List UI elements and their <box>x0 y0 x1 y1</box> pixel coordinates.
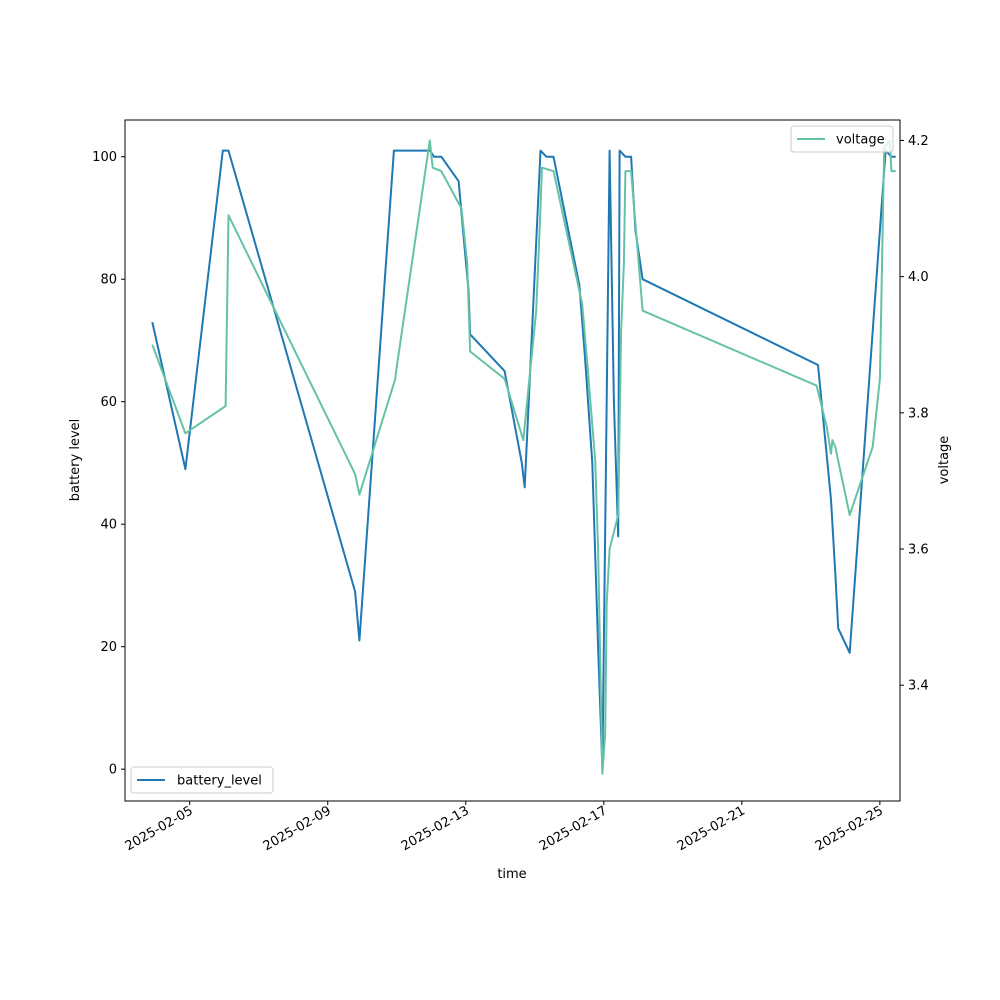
plot-area <box>124 119 901 802</box>
y-left-tick-label: 0 <box>109 763 117 778</box>
y-right-tick-label: 3.6 <box>908 543 929 558</box>
legend-battery-level: battery_level <box>130 766 274 794</box>
y-left-axis-title: battery level <box>68 419 83 502</box>
y-right-tick-label: 3.4 <box>908 679 929 694</box>
y-left-tick-label: 60 <box>100 395 117 410</box>
series-line-battery-level <box>151 149 896 771</box>
legend-voltage-label: voltage <box>836 133 885 148</box>
series-layer <box>151 139 896 775</box>
legend-battery-level-box <box>130 766 274 794</box>
y-left-tick-label: 20 <box>100 640 117 655</box>
y-right-tick-label: 4.2 <box>908 134 929 149</box>
y-left-tick-label: 100 <box>92 150 117 165</box>
y-right-axis-title: voltage <box>937 436 952 485</box>
legend-battery-level-label: battery_level <box>177 774 262 789</box>
series-line-voltage <box>151 139 896 775</box>
y-right-axis-ticks: 3.4 3.6 3.8 4.0 4.2 <box>900 134 929 694</box>
legend-voltage-box <box>790 125 894 153</box>
y-left-axis-ticks: 0 20 40 60 80 100 <box>92 150 125 778</box>
y-left-tick-label: 40 <box>100 518 117 533</box>
plot-frame <box>124 119 901 802</box>
y-right-tick-label: 3.8 <box>908 406 929 421</box>
y-left-tick-label: 80 <box>100 273 117 288</box>
legend-voltage: voltage <box>790 125 894 153</box>
y-right-tick-label: 4.0 <box>908 270 929 285</box>
x-axis-title: time <box>497 867 526 882</box>
